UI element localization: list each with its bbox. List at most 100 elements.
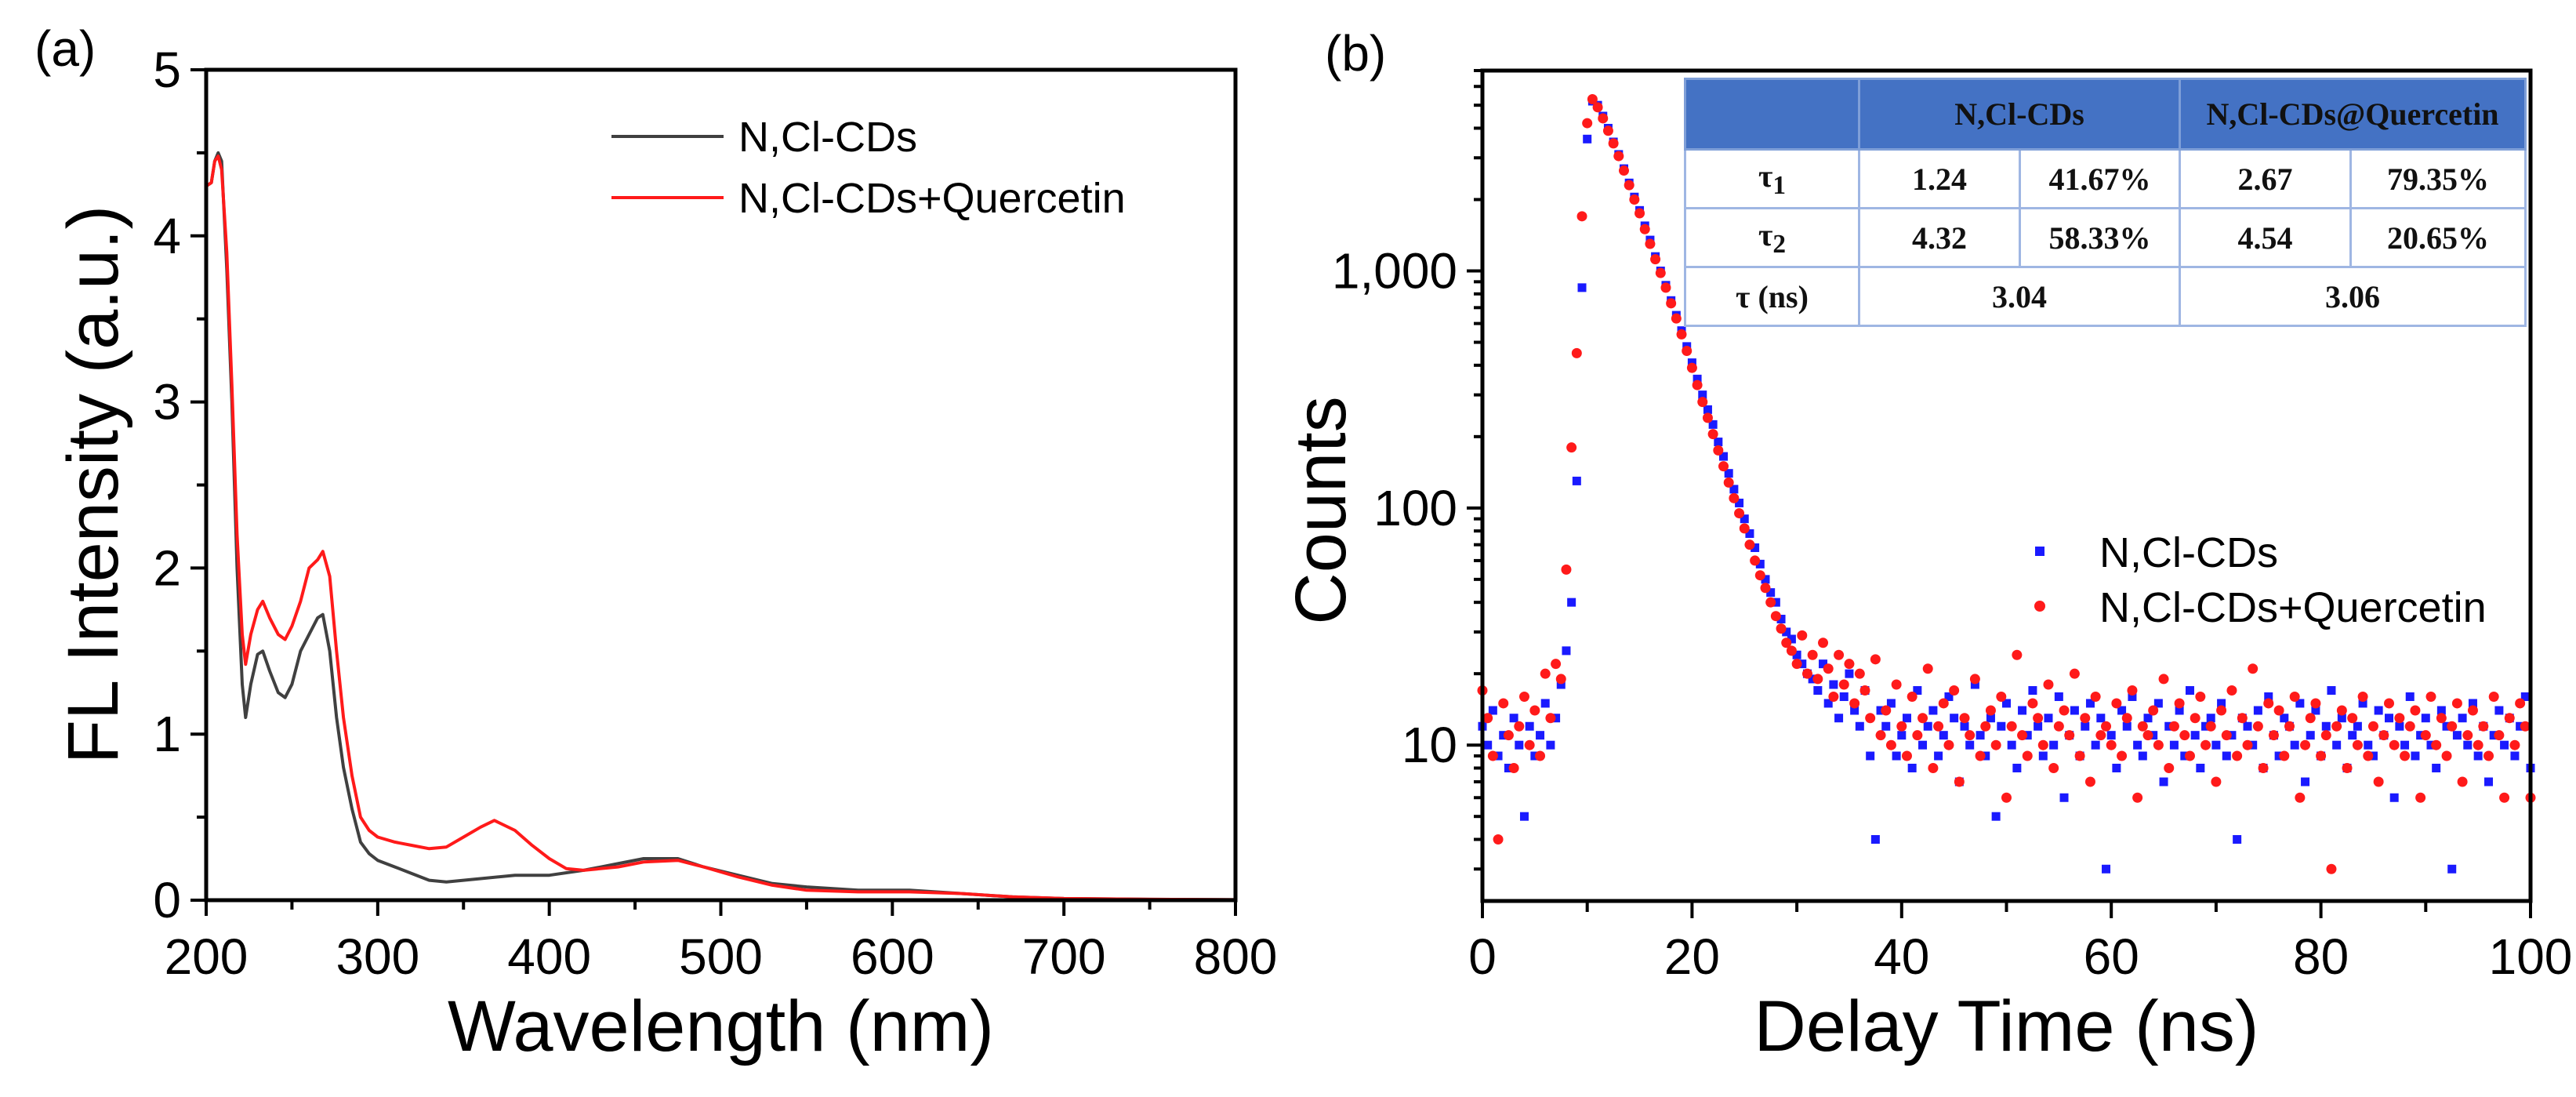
data-point-cds	[2447, 864, 2457, 874]
data-point-cds	[1729, 485, 1739, 494]
data-point-cds-quercetin	[1608, 138, 1619, 149]
data-point-cds	[2217, 699, 2226, 708]
data-point-cds-quercetin	[1718, 461, 1729, 472]
data-point-cds-quercetin	[2289, 691, 2300, 702]
data-point-cds-quercetin	[1671, 313, 1682, 324]
data-point-cds	[2159, 777, 2168, 786]
data-point-cds	[2128, 692, 2137, 701]
data-point-cds	[2012, 763, 2022, 772]
data-point-cds	[1787, 634, 1796, 644]
data-point-cds-quercetin	[2043, 679, 2054, 690]
data-point-cds	[1751, 543, 1760, 552]
data-point-cds-quercetin	[1702, 412, 1713, 423]
data-point-cds	[1902, 714, 1911, 723]
data-point-cds-quercetin	[1985, 705, 1996, 716]
data-point-cds	[2274, 751, 2284, 761]
y-tick-label-a: 4	[153, 208, 181, 264]
data-point-cds	[1740, 514, 1749, 524]
table-header-cds: N,Cl-CDs	[1857, 78, 2182, 151]
tau-subscript: 2	[1772, 229, 1787, 259]
data-point-cds	[2034, 721, 2043, 731]
data-point-cds	[2306, 731, 2315, 740]
data-point-cds	[1939, 731, 1948, 740]
legend-label: N,Cl-CDs+Quercetin	[2099, 584, 2487, 631]
data-point-cds-quercetin	[2090, 691, 2101, 702]
table-cell: 79.35%	[2349, 148, 2527, 209]
data-point-cds-quercetin	[2447, 721, 2458, 732]
data-point-cds-quercetin	[1823, 663, 1834, 674]
data-point-cds-quercetin	[1524, 739, 1535, 750]
data-point-cds	[1567, 598, 1576, 607]
data-point-cds-quercetin	[1917, 713, 1928, 724]
data-point-cds-quercetin	[1896, 721, 1907, 732]
data-point-cds-quercetin	[2211, 776, 2222, 787]
table-cell: 1.24	[1858, 148, 2021, 209]
data-point-cds	[2494, 706, 2504, 715]
data-point-cds	[1876, 706, 1885, 715]
data-point-cds-quercetin	[2037, 739, 2048, 750]
data-point-cds-quercetin	[2190, 713, 2200, 724]
data-point-cds-quercetin	[1582, 118, 1593, 129]
data-point-cds	[2196, 763, 2205, 772]
data-point-cds-quercetin	[1482, 713, 1493, 724]
data-point-cds-quercetin	[1818, 637, 1829, 648]
data-point-cds-quercetin	[2279, 750, 2290, 761]
data-point-cds	[1886, 699, 1896, 708]
data-point-cds	[2421, 714, 2430, 723]
data-point-cds	[1839, 692, 1849, 701]
data-point-cds	[2368, 751, 2378, 761]
data-point-cds-quercetin	[1686, 362, 1697, 373]
data-point-cds	[2510, 751, 2520, 761]
y-tick-label-b: 10	[1402, 717, 1457, 773]
tau-subscript: 1	[1772, 170, 1787, 200]
data-point-cds	[2206, 714, 2215, 723]
data-point-cds-quercetin	[1571, 347, 1582, 358]
data-point-cds-quercetin	[1881, 705, 1892, 716]
data-point-cds-quercetin	[1865, 713, 1876, 724]
data-point-cds-quercetin	[2064, 730, 2075, 741]
data-point-cds	[2211, 740, 2221, 750]
data-point-cds-quercetin	[2316, 750, 2327, 761]
data-point-cds	[2028, 686, 2037, 696]
data-point-cds	[2332, 740, 2342, 750]
data-point-cds-quercetin	[2336, 705, 2347, 716]
data-point-cds	[1892, 751, 1901, 761]
data-point-cds-quercetin	[1598, 113, 1609, 124]
data-point-cds	[1703, 405, 1712, 414]
data-point-cds	[2327, 686, 2336, 696]
data-point-cds-quercetin	[2273, 705, 2284, 716]
x-tick-label-b: 80	[2293, 928, 2349, 985]
data-point-cds	[1719, 452, 1729, 461]
data-point-cds	[1530, 751, 1540, 761]
data-point-cds-quercetin	[2111, 698, 2122, 709]
data-point-cds-quercetin	[1996, 691, 2007, 702]
data-point-cds-quercetin	[1834, 649, 1845, 660]
y-tick-label-a: 0	[153, 872, 181, 928]
data-point-cds-quercetin	[2431, 739, 2442, 750]
data-point-cds	[2400, 740, 2410, 750]
data-point-cds	[2054, 692, 2063, 701]
data-point-cds-quercetin	[2095, 730, 2106, 741]
x-tick-label-a: 800	[1194, 928, 1278, 985]
data-point-cds-quercetin	[2001, 792, 2012, 803]
data-point-cds	[2133, 740, 2142, 750]
data-point-cds-quercetin	[2106, 739, 2117, 750]
data-point-cds-quercetin	[1954, 776, 1965, 787]
data-point-cds	[1504, 763, 1513, 772]
data-point-cds	[2436, 706, 2446, 715]
data-point-cds-quercetin	[2059, 705, 2070, 716]
data-point-cds	[2426, 740, 2436, 750]
data-point-cds-quercetin	[2022, 750, 2033, 761]
data-point-cds	[1536, 731, 1545, 740]
data-point-cds	[2164, 721, 2174, 731]
data-point-cds	[2432, 763, 2441, 772]
y-tick-label-a: 2	[153, 539, 181, 596]
y-axis-title-a: FL Intensity (a.u.)	[53, 205, 133, 764]
data-point-cds	[2018, 706, 2027, 715]
data-point-cds	[1525, 721, 1534, 731]
data-point-cds	[1708, 420, 1718, 429]
data-point-cds	[1850, 706, 1859, 715]
table-row-average: τ (ns) 3.04 3.06	[1684, 266, 2527, 327]
data-point-cds	[1483, 740, 1493, 750]
data-point-cds	[2169, 740, 2179, 750]
